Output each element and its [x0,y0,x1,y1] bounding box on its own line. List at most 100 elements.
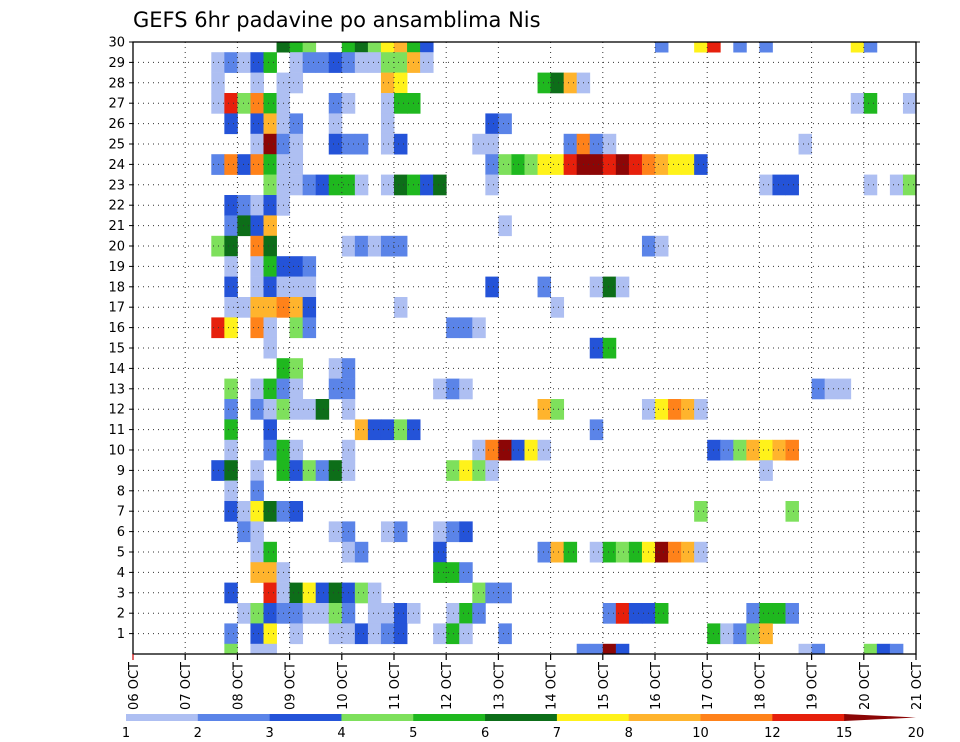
precip-cell [302,42,317,53]
precip-cell [850,42,865,53]
precip-cell [224,215,238,237]
colorbar-swatch [269,714,342,721]
precip-cell [224,317,238,339]
precip-cell [459,378,473,400]
precip-cell [289,297,304,318]
colorbar-swatch [844,714,916,721]
precip-cell [380,113,395,135]
precip-cell [589,643,604,655]
y-tick-label: 11 [108,423,125,438]
precip-cell [394,72,408,94]
precip-cell [341,42,356,53]
precip-cell [589,133,604,155]
precip-cell [759,623,773,645]
precip-cell [263,256,277,277]
precip-cell [315,460,330,481]
precip-cell [237,521,251,543]
precip-cell [537,439,551,461]
precip-cell [263,215,277,237]
precip-cell [263,439,277,461]
precip-cell [407,42,421,53]
precip-cell [615,154,630,175]
precip-cell [563,541,578,563]
precip-cell [798,643,812,655]
precip-cell [615,276,630,298]
precip-cell [289,399,304,420]
colorbar-swatch [628,714,702,721]
precip-cell [224,195,238,216]
precip-cell [563,72,578,94]
colorbar-label: 7 [553,726,561,741]
precip-cell [602,276,617,298]
precip-cell [772,439,786,461]
precip-cell [459,317,473,339]
precip-cell [302,174,317,196]
precip-cell [394,174,408,196]
precip-cell [354,42,369,53]
precip-cell [485,113,499,135]
precip-cell [250,72,264,94]
precip-cell [250,297,264,318]
precip-cell [289,378,304,400]
precip-cell [446,623,460,645]
precip-cell [289,317,304,339]
y-tick-label: 21 [108,219,125,234]
y-tick-label: 19 [108,260,125,275]
precip-cell [394,297,408,318]
precip-cell [263,52,277,73]
precip-cell [420,52,434,73]
precip-cell [263,235,277,257]
precip-cell [354,419,369,441]
precip-cell [655,42,669,53]
precip-cell [485,439,499,461]
precip-cell [328,582,343,604]
y-tick-label: 3 [117,586,125,601]
precip-cell [433,623,447,645]
precip-cell [263,603,277,624]
precip-cell [328,93,343,114]
x-tick-label: 19 OCT [806,662,821,710]
precip-cell [224,235,238,257]
precip-cell [902,93,917,114]
precip-cell [433,174,447,196]
precip-cell [315,52,330,73]
precip-cell [681,399,695,420]
y-tick-label: 2 [117,607,125,622]
x-tick-label: 06 OCT [127,662,142,710]
precip-cell [498,439,512,461]
precip-cell [550,154,565,175]
precip-cell [224,460,238,481]
precip-cell [354,623,369,645]
precip-cell [394,235,408,257]
x-tick-label: 08 OCT [231,662,246,710]
precip-cell [367,603,382,624]
precip-cell [224,582,238,604]
x-tick-label: 07 OCT [179,662,194,710]
precip-cell [250,113,264,135]
precip-cell [250,460,264,481]
precip-cell [224,276,238,298]
precip-cell [628,154,643,175]
colorbar-swatch [126,714,199,721]
precip-cell [785,603,799,624]
y-tick-label: 1 [117,627,125,642]
precip-cell [615,643,630,655]
precip-cell [289,113,304,135]
precip-cell [224,378,238,400]
precip-cell [289,603,304,624]
colorbar-label: 4 [337,726,345,741]
precip-cell [224,439,238,461]
precip-cell [263,541,277,563]
precip-cell [681,154,695,175]
precip-cell [380,174,395,196]
precip-cell [276,42,290,53]
precip-cell [302,297,317,318]
precip-cell [694,42,708,53]
precip-cell [380,419,395,441]
precip-cell [237,154,251,175]
precip-cell [263,154,277,175]
precip-cell [237,603,251,624]
precip-cell [433,521,447,543]
precip-cell [263,501,277,522]
precip-cell [354,52,369,73]
